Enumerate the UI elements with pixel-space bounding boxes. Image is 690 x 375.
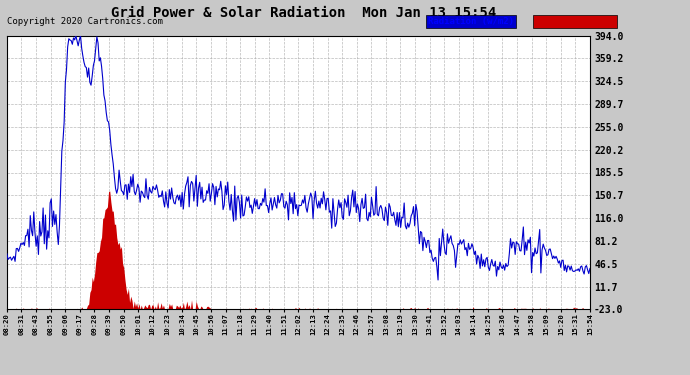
Text: Grid (AC Watts): Grid (AC Watts)	[535, 17, 615, 26]
Text: Copyright 2020 Cartronics.com: Copyright 2020 Cartronics.com	[7, 17, 163, 26]
Text: Grid Power & Solar Radiation  Mon Jan 13 15:54: Grid Power & Solar Radiation Mon Jan 13 …	[111, 6, 496, 20]
Text: Radiation (w/m2): Radiation (w/m2)	[428, 17, 514, 26]
